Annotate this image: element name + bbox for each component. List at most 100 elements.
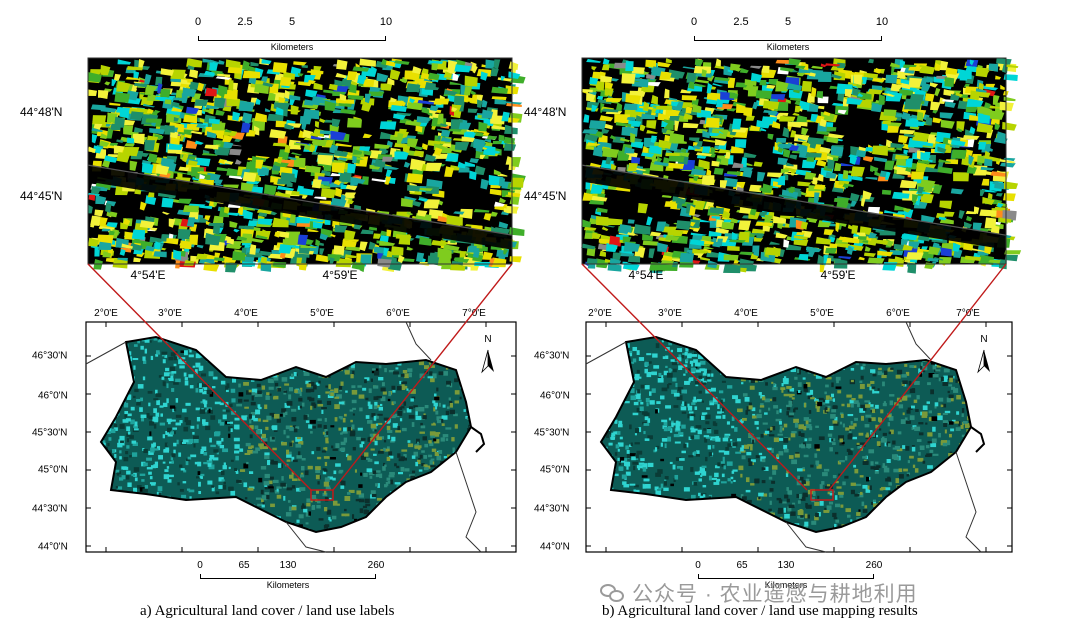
field-patch (692, 248, 709, 254)
field-patch (591, 104, 598, 112)
overview-lat-label: 44°30'N (534, 503, 570, 515)
field-patch (335, 72, 347, 79)
field-patch (362, 79, 375, 88)
field-patch (330, 172, 341, 177)
field-patch (473, 131, 489, 138)
field-patch (185, 106, 199, 115)
field-patch (1003, 96, 1016, 102)
field-patch (331, 162, 346, 174)
field-patch (202, 109, 213, 113)
field-patch (939, 97, 946, 105)
field-patch (874, 239, 890, 245)
field-patch (223, 141, 234, 149)
field-patch (212, 224, 220, 235)
field-patch (360, 229, 374, 235)
field-patch (797, 138, 807, 142)
field-patch (168, 218, 176, 228)
field-patch (797, 181, 812, 187)
field-patch (331, 197, 347, 207)
field-patch (198, 217, 209, 223)
field-patch (404, 120, 422, 127)
field-patch (908, 66, 922, 71)
field-patch (595, 81, 605, 91)
field-patch (100, 90, 109, 100)
field-patch (473, 209, 490, 213)
field-patch (926, 257, 939, 263)
field-patch (100, 64, 111, 76)
field-patch (857, 236, 869, 241)
field-patch (474, 165, 486, 176)
field-patch (881, 189, 892, 195)
field-patch (234, 159, 242, 165)
field-patch (999, 159, 1016, 164)
field-patch (713, 167, 724, 175)
field-patch (417, 210, 428, 217)
field-patch (792, 112, 800, 117)
field-patch (178, 166, 190, 172)
scale-bar (198, 36, 386, 41)
field-patch (742, 168, 753, 178)
field-patch (626, 117, 636, 122)
field-patch (170, 130, 179, 139)
field-patch (91, 185, 101, 195)
field-patch (793, 239, 809, 247)
field-patch (272, 161, 289, 168)
field-patch (347, 198, 355, 205)
field-patch (615, 121, 632, 127)
field-patch (811, 65, 823, 70)
field-patch (980, 166, 995, 171)
field-patch (241, 112, 253, 123)
field-patch (189, 234, 199, 246)
field-patch (320, 188, 337, 199)
field-patch (693, 175, 699, 182)
field-patch (950, 94, 960, 101)
field-patch (731, 118, 742, 130)
field-patch (809, 193, 816, 197)
field-patch (389, 97, 398, 102)
scale-tick: 0 (690, 16, 698, 28)
scale-tick: 10 (379, 16, 393, 28)
field-patch (830, 145, 844, 157)
field-patch (454, 259, 470, 263)
field-patch (624, 146, 635, 154)
field-patch (964, 255, 982, 262)
field-patch (689, 137, 700, 143)
field-patch (831, 102, 845, 107)
field-patch (903, 207, 911, 213)
field-patch (642, 240, 659, 246)
field-patch (801, 127, 809, 136)
field-patch (645, 59, 657, 68)
field-patch (692, 228, 699, 232)
field-patch (665, 152, 680, 157)
field-patch (716, 238, 724, 247)
field-patch (671, 101, 679, 107)
field-patch (181, 93, 188, 104)
field-patch (661, 194, 672, 199)
field-patch (90, 215, 101, 226)
field-patch (146, 108, 154, 114)
field-patch (743, 152, 757, 158)
field-patch (334, 224, 348, 233)
field-patch (397, 254, 405, 263)
field-patch (657, 61, 671, 68)
field-patch (611, 78, 619, 82)
field-patch (129, 160, 138, 171)
scale-tick: 2.5 (237, 16, 253, 28)
field-patch (504, 101, 523, 105)
zoom-lat-label: 44°48'N (524, 105, 567, 119)
field-patch (703, 248, 712, 254)
field-patch (424, 81, 436, 91)
field-patch (790, 130, 797, 138)
field-patch (915, 161, 927, 173)
field-patch (785, 244, 802, 251)
scale-tick: 130 (279, 560, 297, 571)
field-patch (823, 229, 835, 236)
field-patch (500, 75, 506, 81)
overview-lon-label: 7°0'E (462, 308, 486, 319)
field-patch (848, 154, 859, 159)
field-patch (217, 85, 228, 95)
field-patch (711, 160, 720, 167)
field-patch (490, 211, 498, 217)
field-patch (204, 87, 217, 97)
field-patch (500, 211, 510, 216)
